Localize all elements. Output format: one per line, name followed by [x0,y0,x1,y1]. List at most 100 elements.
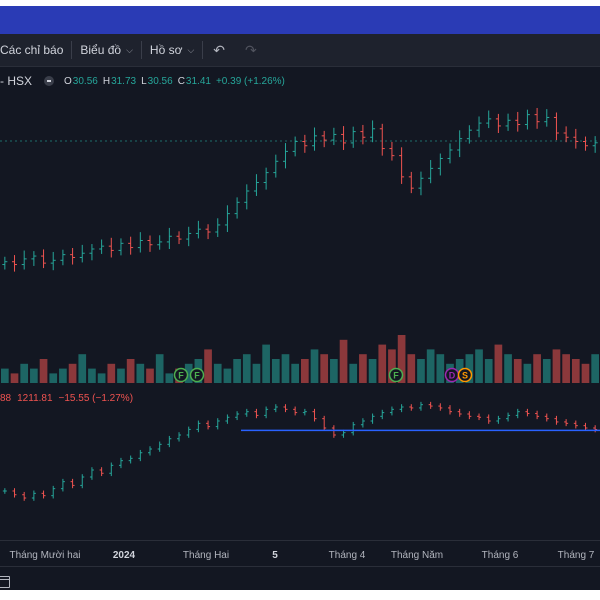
indicator-prefix: 88 [0,393,12,404]
volume-bar [97,373,106,383]
close-label: C [177,75,185,87]
volume-bar [562,354,570,383]
x-tick-label: 5 [272,550,278,561]
top-edge [0,0,600,6]
event-marker [173,367,189,383]
volume-bar [30,368,38,383]
volume-bar [330,359,338,383]
volume-bar [262,344,270,383]
volume-bar [513,359,522,383]
volume-bar [155,354,164,383]
volume-bar [310,349,319,383]
event-marker [388,367,404,383]
bottom-edge [0,590,600,600]
volume-bar [426,349,435,383]
open-value: 30.56 [72,75,98,87]
volume-bar [591,354,599,383]
redo-icon[interactable]: ↷ [245,41,257,58]
undo-icon[interactable]: ↶ [213,41,226,58]
chevron-down-icon: ⌵ [126,44,133,55]
volume-bar [378,344,387,383]
volume-bar [223,368,232,383]
volume-bar [465,354,474,383]
volume-bar [475,349,483,383]
volume-bar [504,354,512,383]
event-marker-letter: F [194,371,200,381]
x-tick-label: Tháng Hai [182,550,230,561]
change-value: +0.39 (+1.26%) [215,75,285,87]
volume-bar [242,354,251,383]
volume-bar [436,354,445,383]
volume-bar [233,359,241,383]
volume-bar [494,344,503,383]
x-tick-label: Tháng 7 [557,550,595,561]
volume-bar [301,359,309,383]
volume-bar [533,354,541,383]
high-label: H [102,75,111,87]
chart-type-menu[interactable]: Biểu đồ ⌵ [72,34,141,66]
x-tick-label: Tháng Mười hai [9,550,81,561]
event-marker-letter: F [178,371,184,381]
volume-bar [252,363,261,383]
volume-bar [146,368,154,383]
volume-bar [581,363,590,383]
x-tick-label: Tháng 4 [328,550,366,561]
volume-bar [107,363,116,383]
volume-bar [88,368,96,383]
volume-bar [349,363,358,383]
volume-bar [78,354,87,383]
chevron-down-icon: ⌵ [187,44,195,55]
volume-bar [571,359,580,383]
volume-bar [1,368,9,383]
volume-bar [39,359,48,383]
volume-bar [417,359,425,383]
time-axis[interactable]: Tháng Mười hai 2024 Tháng Hai 5 Tháng 4 … [0,540,600,567]
toolbar-divider [202,41,204,59]
indicator-change: −15.55 (−1.27%) [58,393,134,404]
event-marker [189,367,205,383]
chart-type-label: Biểu đồ [80,43,122,57]
volume-bar [68,363,77,383]
volume-bar [184,363,193,383]
symbol-label: - HSX [0,74,33,88]
profile-menu[interactable]: Hồ sơ ⌵ [142,34,202,66]
volume-bar [542,359,551,383]
volume-bar [359,354,367,383]
volume-bar [368,359,377,383]
collapse-legend-icon[interactable] [44,76,55,86]
volume-bar [20,363,29,383]
low-value: 30.56 [147,75,173,87]
ohlc-legend: - HSX O 30.56 H 31.73 L 30.56 C 31.41 +0.39 … [0,74,290,88]
volume-bar [213,363,222,383]
high-value: 31.73 [111,75,137,87]
toolbar-divider [71,41,73,59]
indicator-value: 1211.81 [17,393,53,404]
indicator-legend: 88 1211.81 −15.55 (−1.27%) [0,393,139,404]
low-label: L [141,75,147,87]
indicators-label: Các chỉ báo [0,43,64,57]
volume-bar [388,349,396,383]
chart-toolbar: Các chỉ báo Biểu đồ ⌵ Hồ sơ ⌵ ↶ ↷ [0,34,600,67]
event-marker-letter: S [462,371,468,381]
volume-bar [126,359,135,383]
close-value: 31.41 [185,75,211,87]
volume-bar [281,354,290,383]
profile-label: Hồ sơ [149,43,183,57]
x-tick-label: Tháng Năm [390,550,444,561]
event-marker-letter: F [393,371,399,381]
volume-bar [291,363,299,383]
indicators-menu[interactable]: Các chỉ báo [0,34,71,66]
volume-bar [204,349,212,383]
x-tick-label: Tháng 6 [481,550,519,561]
volume-bar [136,363,145,383]
volume-bar [484,359,493,383]
calendar-icon[interactable] [0,576,10,588]
volume-bar [407,354,416,383]
volume-bar [10,373,19,383]
volume-bar [49,373,58,383]
event-marker [457,367,473,383]
event-marker-letter: D [449,371,456,381]
volume-bar [523,363,532,383]
open-label: O [64,75,72,87]
